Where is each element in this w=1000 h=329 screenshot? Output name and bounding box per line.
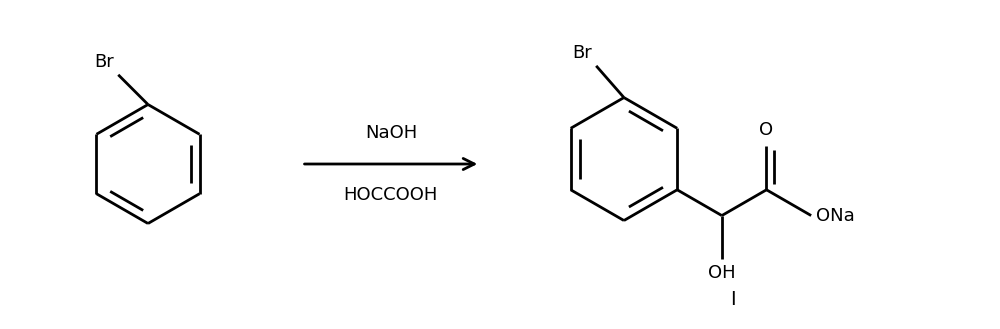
- Text: Br: Br: [572, 44, 592, 62]
- Text: HOCCOOH: HOCCOOH: [344, 186, 438, 204]
- Text: OH: OH: [708, 264, 736, 282]
- Text: I: I: [730, 291, 736, 309]
- Text: O: O: [759, 121, 774, 139]
- Text: NaOH: NaOH: [365, 124, 417, 142]
- Text: Br: Br: [95, 53, 114, 71]
- Text: ONa: ONa: [816, 207, 855, 225]
